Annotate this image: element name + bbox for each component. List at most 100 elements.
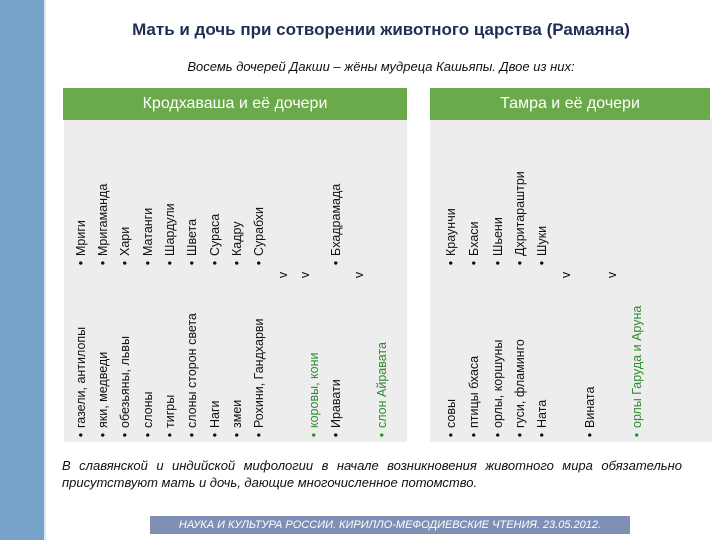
bullet-icon: • xyxy=(185,432,199,438)
column: • совы • Краунчи xyxy=(442,100,461,442)
bullet-icon: • xyxy=(185,260,199,266)
column: • гуси, фламинго • Дхритараштри xyxy=(511,100,530,442)
column-text: v xyxy=(557,100,576,442)
bullet-icon: • xyxy=(307,432,321,438)
column-text: • газели, антилопы • Мриги xyxy=(72,100,91,442)
bullet-icon: • xyxy=(535,260,549,266)
bullet-icon: • xyxy=(74,260,88,266)
descendant-label: Рохини, Гандхарви xyxy=(252,318,266,428)
bullet-icon: • xyxy=(163,260,177,266)
column-text: • Вината xyxy=(581,100,600,442)
descendant-label: яки, медведи xyxy=(96,351,110,428)
bullet-icon: • xyxy=(491,432,505,438)
bullet-icon: • xyxy=(141,260,155,266)
arrow-mark: v xyxy=(352,271,366,279)
descendant-label: орлы, коршуны xyxy=(491,339,505,428)
bullet-icon: • xyxy=(118,432,132,438)
bullet-icon: • xyxy=(467,260,481,266)
descendant-label: Вината xyxy=(583,386,597,428)
daughter-name: Сураса xyxy=(208,213,222,256)
column: v xyxy=(557,100,576,442)
slide-subtitle: Восемь дочерей Дакши – жёны мудреца Кашь… xyxy=(187,59,575,74)
daughter-name: Кадру xyxy=(230,221,244,256)
bullet-icon: • xyxy=(96,260,110,266)
column-text: • орлы Гаруда и Аруна xyxy=(628,100,647,442)
column: • слон Айравата xyxy=(373,100,392,442)
slide-title: Мать и дочь при сотворении животного цар… xyxy=(132,20,630,39)
daughter-name: Бхадрамада xyxy=(329,183,343,256)
column-text: • орлы, коршуны • Шьени xyxy=(489,100,508,442)
decorative-side-bar xyxy=(0,0,44,540)
bullet-icon: • xyxy=(491,260,505,266)
bullet-icon: • xyxy=(329,260,343,266)
bullet-icon: • xyxy=(118,260,132,266)
column: • коровы, кони xyxy=(305,100,324,442)
descendant-label: слон Айравата xyxy=(375,342,389,428)
column: • Рохини, Гандхарви • Сурабхи xyxy=(250,100,269,442)
column: • Иравати • Бхадрамада xyxy=(327,100,346,442)
column-text: • гуси, фламинго • Дхритараштри xyxy=(511,100,530,442)
bullet-icon: • xyxy=(513,260,527,266)
bullet-icon: • xyxy=(467,432,481,438)
column-text: v xyxy=(274,100,293,442)
footer-banner: НАУКА И КУЛЬТУРА РОССИИ. КИРИЛЛО-МЕФОДИЕ… xyxy=(150,516,630,534)
bullet-icon: • xyxy=(583,432,597,438)
descendant-label: газели, антилопы xyxy=(74,326,88,428)
column-text: v xyxy=(350,100,369,442)
column-text: v xyxy=(603,100,622,442)
column: • тигры • Шардули xyxy=(161,100,180,442)
daughter-name: Дхритараштри xyxy=(513,171,527,256)
descendant-label: Наги xyxy=(208,400,222,428)
bullet-icon: • xyxy=(208,260,222,266)
daughter-name: Сурабхи xyxy=(252,206,266,256)
column-text: • змеи • Кадру xyxy=(228,100,247,442)
descendant-label: Ната xyxy=(535,399,549,428)
bullet-icon: • xyxy=(96,432,110,438)
descendant-label: коровы, кони xyxy=(307,352,321,428)
descendant-label: слоны xyxy=(141,391,155,428)
daughter-name: Краунчи xyxy=(444,208,458,256)
header-krodhavasha: Кродхаваша и её дочери xyxy=(63,88,407,120)
column: • Вината xyxy=(581,100,600,442)
daughter-name: Мригаманда xyxy=(96,183,110,256)
conclusion-text: В славянской и индийской мифологии в нач… xyxy=(62,458,682,490)
column-text: • обезьяны, львы • Хари xyxy=(116,100,135,442)
daughter-name: Шуки xyxy=(535,225,549,256)
bullet-icon: • xyxy=(630,432,644,438)
column-text: • яки, медведи • Мригаманда xyxy=(94,100,113,442)
column: • слоны • Матанги xyxy=(139,100,158,442)
daughter-name: Шьени xyxy=(491,217,505,256)
descendant-label: орлы Гаруда и Аруна xyxy=(630,305,644,428)
column: • яки, медведи • Мригаманда xyxy=(94,100,113,442)
column-text: • Иравати • Бхадрамада xyxy=(327,100,346,442)
bullet-icon: • xyxy=(163,432,177,438)
bullet-icon: • xyxy=(208,432,222,438)
arrow-mark: v xyxy=(605,271,619,279)
descendant-label: тигры xyxy=(163,394,177,428)
bullet-icon: • xyxy=(252,432,266,438)
column-text: • совы • Краунчи xyxy=(442,100,461,442)
column-text: • Ната • Шуки xyxy=(533,100,552,442)
bullet-icon: • xyxy=(230,432,244,438)
column-text: • слон Айравата xyxy=(373,100,392,442)
column: v xyxy=(603,100,622,442)
bullet-icon: • xyxy=(74,432,88,438)
descendant-label: обезьяны, львы xyxy=(118,336,132,428)
arrow-mark: v xyxy=(276,271,290,279)
column-text: • слоны • Матанги xyxy=(139,100,158,442)
bullet-icon: • xyxy=(329,432,343,438)
arrow-mark: v xyxy=(559,271,573,279)
side-bar-edge xyxy=(44,0,46,540)
column: • орлы Гаруда и Аруна xyxy=(628,100,647,442)
column-text: • слоны сторон света • Швета xyxy=(183,100,202,442)
header-tamra: Тамра и её дочери xyxy=(430,88,710,120)
descendant-label: гуси, фламинго xyxy=(513,339,527,428)
daughter-name: Бхаси xyxy=(467,221,481,257)
descendant-label: птицы бхаса xyxy=(467,355,481,428)
column-text: • птицы бхаса • Бхаси xyxy=(465,100,484,442)
left-strip xyxy=(64,118,407,442)
right-strip xyxy=(430,118,712,442)
column: • обезьяны, львы • Хари xyxy=(116,100,135,442)
daughter-name: Шардули xyxy=(163,203,177,256)
